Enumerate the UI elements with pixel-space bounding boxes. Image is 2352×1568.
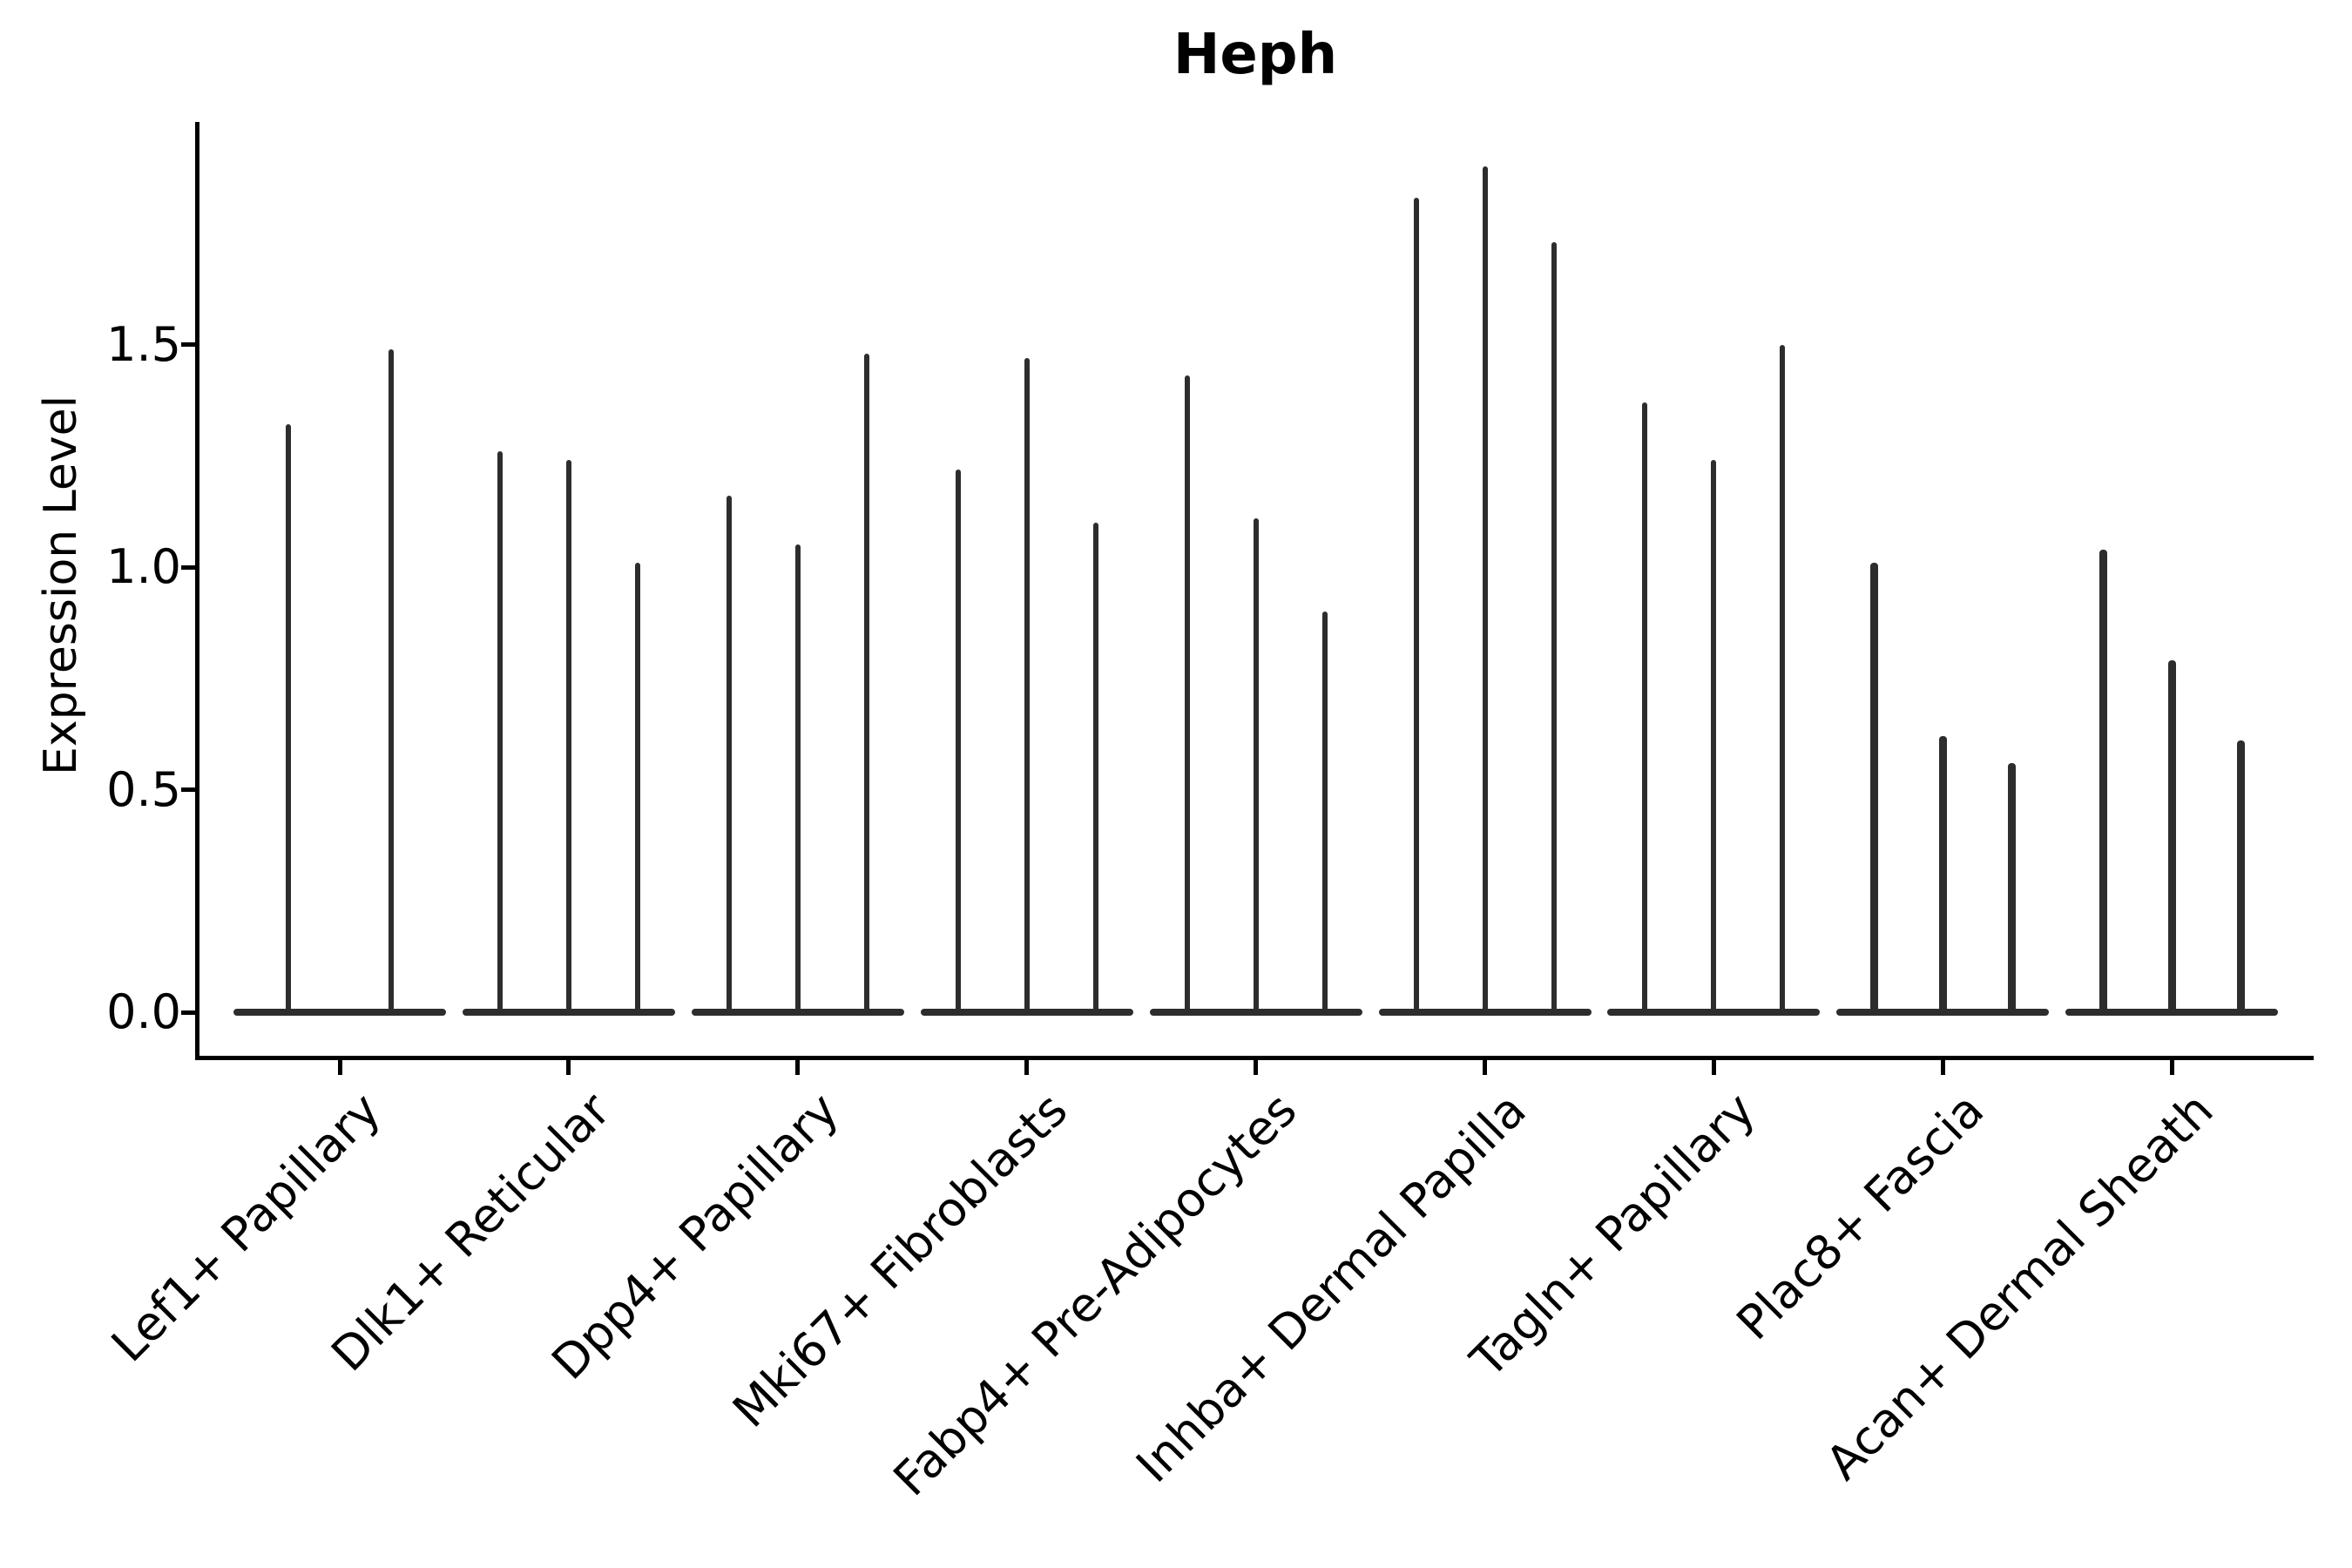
violin-spike xyxy=(1938,736,1947,1014)
violin-spike xyxy=(634,562,640,1014)
x-tick-label: Inhba+ Dermal Papilla xyxy=(1125,1082,1537,1493)
violin-spike xyxy=(565,460,571,1014)
x-tick-mark xyxy=(2169,1060,2174,1075)
y-tick-label: 1.5 xyxy=(106,316,181,372)
violin-spike xyxy=(1711,460,1717,1014)
violin-spike xyxy=(1253,517,1259,1014)
violin-spike xyxy=(1780,344,1786,1014)
y-tick-mark xyxy=(181,564,195,570)
y-tick-mark xyxy=(181,342,195,347)
violin-spike xyxy=(2007,762,2016,1014)
y-axis-spine xyxy=(195,122,199,1060)
violin-spike xyxy=(1482,166,1488,1014)
violin-baseline xyxy=(233,1009,446,1016)
violin-spike xyxy=(1642,402,1648,1014)
x-tick-mark xyxy=(1024,1060,1030,1075)
y-tick-label: 0.5 xyxy=(106,761,181,817)
y-tick-mark xyxy=(181,787,195,792)
x-tick-mark xyxy=(337,1060,342,1075)
violin-spike xyxy=(1024,357,1030,1014)
chart-title: Heph xyxy=(1173,23,1338,87)
violin-spike xyxy=(794,544,801,1014)
violin-spike xyxy=(389,348,394,1014)
x-tick-label: Fabp4+ Pre-Adipocytes xyxy=(882,1082,1308,1507)
violin-spike xyxy=(863,353,869,1014)
x-tick-mark xyxy=(566,1060,571,1075)
x-tick-mark xyxy=(795,1060,801,1075)
violin-spike xyxy=(955,469,961,1014)
violin-spike xyxy=(1092,522,1098,1014)
x-axis-spine xyxy=(195,1056,2314,1060)
x-tick-mark xyxy=(1940,1060,1945,1075)
y-tick-label: 0.0 xyxy=(106,984,181,1039)
violin-spike xyxy=(2167,660,2176,1014)
y-tick-mark xyxy=(181,1010,195,1015)
x-tick-mark xyxy=(1711,1060,1716,1075)
violin-spike xyxy=(1413,197,1419,1014)
violin-spike xyxy=(497,451,503,1014)
violin-spike xyxy=(1869,562,1878,1014)
violin-spike xyxy=(1321,612,1328,1014)
violin-spike xyxy=(286,424,291,1014)
y-tick-label: 1.0 xyxy=(106,539,181,594)
violin-spike xyxy=(726,496,732,1014)
x-tick-label: Acan+ Dermal Sheath xyxy=(1815,1082,2224,1490)
violin-spike xyxy=(2099,549,2107,1014)
violin-spike xyxy=(1184,375,1190,1014)
x-tick-mark xyxy=(1254,1060,1259,1075)
violin-spike xyxy=(2236,740,2245,1014)
x-tick-label: Plac8+ Fascia xyxy=(1726,1082,1995,1351)
violin-spike xyxy=(1551,241,1557,1014)
x-tick-mark xyxy=(1483,1060,1487,1075)
